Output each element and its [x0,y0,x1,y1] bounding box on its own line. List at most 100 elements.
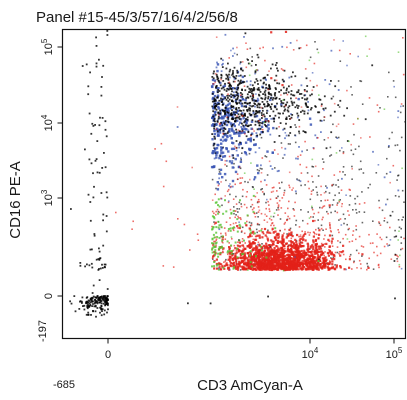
data-point [100,299,102,302]
data-point [292,94,294,97]
data-point [336,137,339,139]
data-point [273,255,276,258]
data-point [306,261,309,264]
data-point [297,105,300,107]
data-point [242,252,245,255]
data-point [233,76,236,78]
data-point [342,237,344,240]
data-point [287,110,290,113]
data-point [106,30,109,32]
data-point [260,212,263,215]
data-point [304,102,307,105]
data-point [304,68,307,70]
data-point [288,255,291,258]
data-point [231,160,234,162]
data-point [309,266,313,269]
data-point [214,193,216,196]
data-point [329,224,331,226]
data-point [306,172,309,174]
data-point [234,254,237,258]
data-point [295,249,299,252]
data-point [236,71,239,74]
data-point [212,226,215,229]
data-point [267,229,269,232]
data-point [281,146,283,149]
data-point [308,261,311,264]
data-point [271,227,274,230]
data-point [261,157,264,159]
data-point [318,233,321,236]
data-point [284,105,287,107]
data-point [79,300,81,303]
data-point [217,267,220,270]
data-point [338,231,340,234]
data-point [305,263,308,265]
data-point [227,111,230,114]
data-point [212,114,215,117]
data-point [79,264,82,267]
data-point [265,119,267,122]
data-point [249,231,252,234]
data-point [244,113,246,116]
data-point [224,160,227,162]
data-point [348,258,351,261]
data-point [231,141,234,144]
data-point [214,112,216,114]
data-point [331,263,334,266]
data-point [217,268,220,271]
data-point [86,306,89,309]
data-point [258,110,261,112]
data-point [299,154,302,156]
data-point [234,117,237,120]
data-point [219,268,222,271]
data-point [107,295,109,298]
data-point [323,243,326,245]
data-point [286,234,289,238]
data-point [222,247,225,250]
data-point [311,89,314,92]
data-point [245,120,248,124]
data-point [312,259,315,262]
data-point [260,136,263,139]
data-point [327,238,330,241]
data-point [293,250,296,253]
data-point [288,228,291,232]
data-point [102,297,104,300]
data-point [104,295,106,297]
data-point [237,211,239,213]
data-point [234,258,237,261]
data-point [291,189,293,191]
data-point [336,202,339,204]
data-point [215,147,219,150]
data-point [227,253,229,256]
data-point [216,181,219,184]
data-point [336,251,339,254]
data-point [249,105,252,107]
data-point [277,214,279,216]
data-point [324,107,327,110]
data-point [402,216,404,218]
data-point [99,298,102,301]
data-point [283,255,287,258]
data-point [310,251,313,254]
data-point [216,188,220,191]
data-point [295,245,298,248]
data-point [224,163,226,166]
data-point [98,297,100,300]
data-point [266,129,270,133]
data-point [220,127,223,130]
data-point [220,263,223,266]
data-point [238,223,241,226]
data-point [299,180,302,183]
data-point [225,109,229,112]
data-point [314,41,316,43]
data-point [228,57,230,59]
data-point [231,90,233,93]
data-point [215,73,217,75]
data-point [330,267,332,269]
data-point [262,46,264,49]
data-point [294,124,296,126]
data-point [228,155,231,158]
data-point [250,132,254,135]
data-point [300,172,303,174]
